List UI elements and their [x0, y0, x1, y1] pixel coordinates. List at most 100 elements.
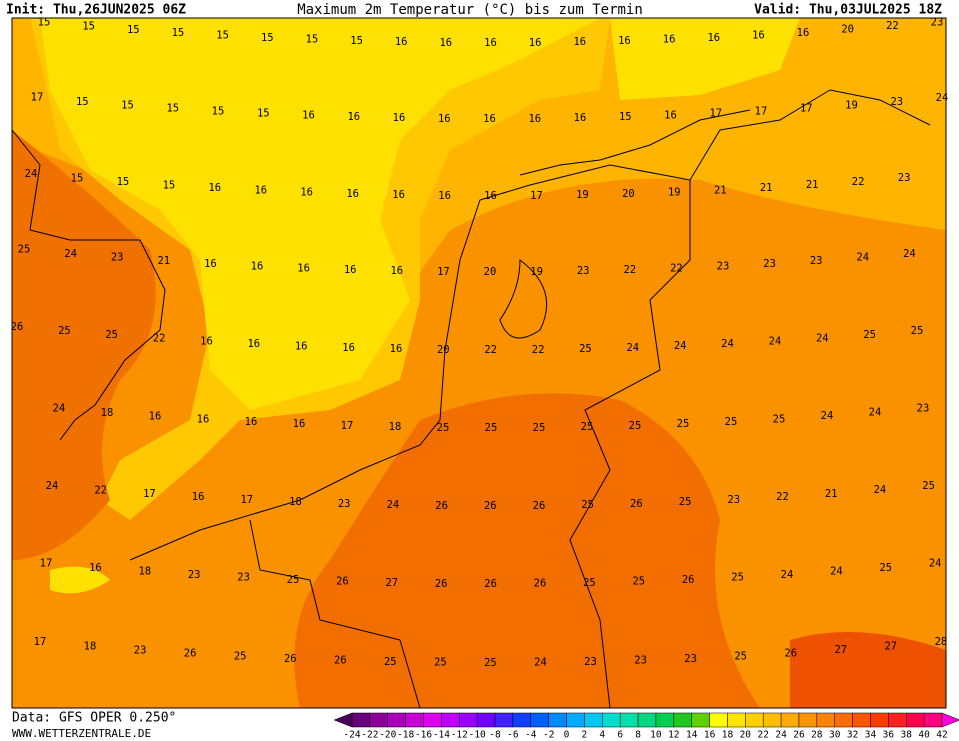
- temperature-label: 26: [630, 498, 643, 510]
- temperature-labels: 15 15 15 15 15 15 15 15 16 16 16 16 16 16 16 16 16 16 20 22…: [11, 16, 949, 669]
- temperature-label: 16: [208, 182, 221, 194]
- temperature-label: 24: [64, 248, 77, 260]
- temperature-label: 25: [731, 572, 744, 584]
- colorbar-tick-label: 4: [599, 730, 605, 741]
- temperature-label: 17: [341, 420, 354, 432]
- colorbar-tick-label: -24: [343, 730, 360, 741]
- temperature-label: 26: [435, 500, 448, 512]
- colorbar-tick-label: 8: [635, 730, 641, 741]
- temperature-label: 19: [845, 99, 858, 111]
- temperature-label: 23: [684, 653, 697, 665]
- colorbar-tick-label: 6: [617, 730, 623, 741]
- temperature-label: 25: [583, 577, 596, 589]
- colorbar-tick-label: 40: [918, 730, 930, 741]
- temperature-label: 22: [623, 264, 636, 276]
- temperature-label: 15: [172, 27, 185, 39]
- temperature-label: 22: [484, 344, 497, 356]
- temperature-label: 16: [295, 340, 308, 352]
- islands: [519, 109, 751, 176]
- temperature-label: 25: [287, 574, 300, 586]
- temperature-label: 16: [197, 414, 210, 426]
- temperature-label: 24: [626, 342, 639, 354]
- colorbar-swatch: [852, 712, 871, 728]
- temperature-label: 16: [664, 110, 677, 122]
- border-fr: [249, 519, 421, 709]
- temperature-label: 25: [579, 343, 592, 355]
- colorbar-tick-label: -6: [507, 730, 519, 741]
- temperature-label: 25: [773, 413, 786, 425]
- temperature-label: 17: [143, 488, 156, 500]
- colorbar-tick-label: -2: [543, 730, 554, 741]
- colorbar-swatch: [548, 712, 567, 728]
- temperature-label: 16: [192, 491, 205, 503]
- colorbar-swatch: [923, 712, 943, 728]
- temperature-label: 23: [763, 258, 776, 270]
- temperature-label: 24: [46, 480, 59, 492]
- temperature-label: 16: [707, 32, 720, 44]
- temperature-label: 23: [727, 494, 740, 506]
- temperature-label: 20: [622, 188, 635, 200]
- map-frame: [11, 17, 947, 709]
- colorbar-swatch: [691, 712, 710, 728]
- colorbar-swatch: [727, 712, 746, 728]
- temperature-label: 17: [800, 103, 813, 115]
- temperature-label: 25: [105, 329, 118, 341]
- valid-label: Valid: Thu,03JUL2025 18Z: [754, 3, 942, 18]
- temperature-label: 22: [776, 491, 789, 503]
- colorbar-swatch: [459, 712, 478, 728]
- temperature-label: 26: [11, 321, 24, 333]
- temperature-label: 25: [679, 496, 692, 508]
- temperature-label: 16: [393, 112, 406, 124]
- colorbar-tick-label: 14: [686, 730, 698, 741]
- temperature-label: 28: [935, 636, 948, 648]
- temperature-label: 16: [390, 265, 403, 277]
- temperature-label: 23: [134, 644, 147, 656]
- temperature-label: 15: [117, 176, 130, 188]
- temperature-label: 23: [898, 172, 911, 184]
- temperature-label: 23: [584, 656, 597, 668]
- colorbar-tick-label: -10: [469, 730, 486, 741]
- colorbar-tick-label: -16: [415, 730, 432, 741]
- temperature-label: 15: [261, 32, 274, 44]
- field-yellow-patch: [50, 566, 110, 594]
- temperature-label: 23: [577, 265, 590, 277]
- colorbar-swatch: [602, 712, 621, 728]
- temperature-label: 24: [53, 403, 66, 415]
- temperature-label: 17: [530, 190, 543, 202]
- data-source: Data: GFS OPER 0.250°: [12, 711, 176, 726]
- temperature-label: 24: [821, 410, 834, 422]
- temperature-label: 25: [734, 651, 747, 663]
- colorbar-tick-label: -14: [433, 730, 450, 741]
- temperature-label: 24: [929, 557, 942, 569]
- colorbar-swatch: [905, 712, 925, 728]
- temperature-label: 16: [484, 37, 497, 49]
- temperature-label: 18: [138, 566, 151, 578]
- temperature-label: 16: [528, 113, 541, 125]
- colorbar-tick-label: 22: [757, 730, 768, 741]
- temperature-label: 21: [760, 182, 773, 194]
- colorbar-swatch: [870, 712, 889, 728]
- temperature-label: 27: [385, 577, 398, 589]
- temperature-label: 16: [529, 37, 542, 49]
- temperature-label: 16: [663, 34, 676, 46]
- temperature-label: 25: [58, 325, 71, 337]
- temperature-label: 23: [634, 655, 647, 667]
- colorbar-swatch: [673, 712, 692, 728]
- temperature-label: 25: [18, 244, 31, 256]
- colorbar-tick-label: -8: [489, 730, 501, 741]
- temperature-label: 22: [886, 20, 899, 32]
- colorbar-swatch: [798, 712, 818, 728]
- temperature-label: 18: [289, 496, 302, 508]
- temperature-label: 24: [874, 484, 887, 496]
- temperature-label: 16: [439, 37, 452, 49]
- temperature-label: 19: [576, 189, 589, 201]
- temperature-label: 22: [153, 333, 166, 345]
- temperature-label: 16: [247, 338, 260, 350]
- colorbar-swatch: [512, 712, 532, 728]
- temperature-label: 15: [216, 30, 229, 42]
- temperature-label: 16: [618, 35, 631, 47]
- temperature-label: 18: [84, 640, 97, 652]
